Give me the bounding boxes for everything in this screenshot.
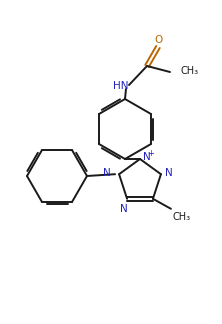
Text: CH₃: CH₃ [180,66,198,76]
Text: N: N [120,204,128,214]
Text: O: O [154,35,162,45]
Text: HN: HN [113,81,129,91]
Text: +: + [148,149,155,158]
Text: N: N [103,168,111,178]
Text: CH₃: CH₃ [173,212,191,222]
Text: N: N [143,152,151,162]
Text: N: N [165,168,173,178]
